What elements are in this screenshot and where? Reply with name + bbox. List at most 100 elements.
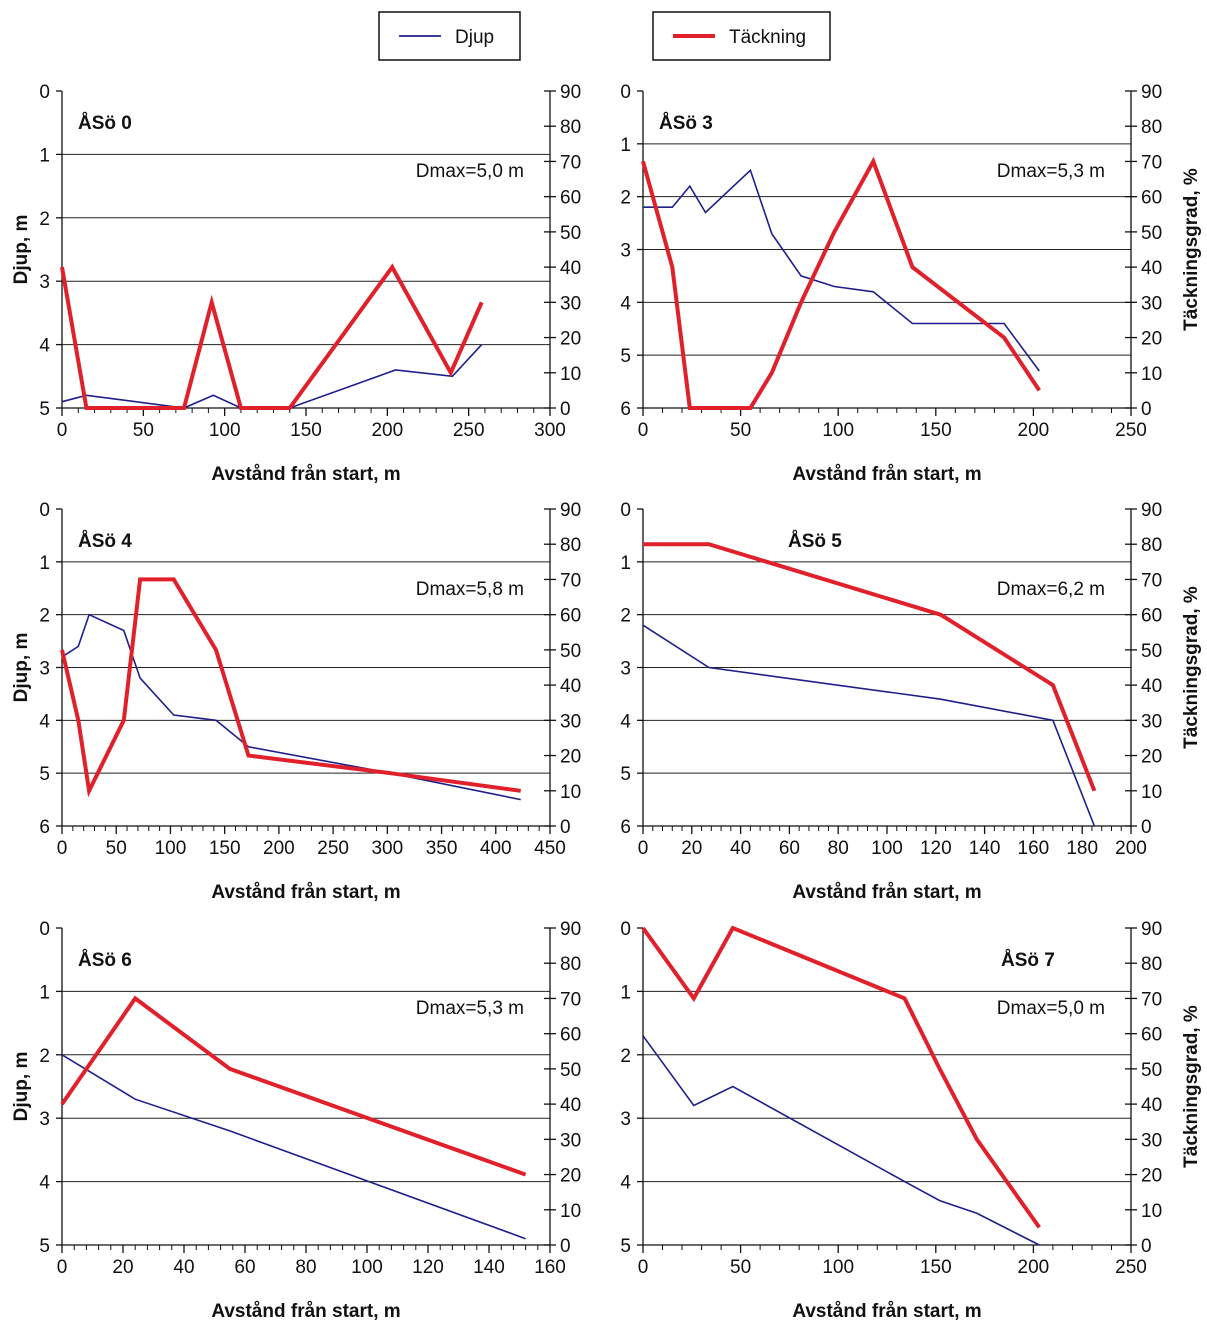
right-tick-label-0: 0 bbox=[1141, 399, 1152, 420]
series-djup bbox=[643, 170, 1039, 371]
legend-label-1: Täckning bbox=[729, 27, 806, 48]
right-tick-label-0: 0 bbox=[560, 1236, 571, 1257]
right-tick-label-5: 50 bbox=[1141, 641, 1162, 662]
left-tick-label-2: 2 bbox=[39, 606, 50, 627]
right-tick-label-6: 60 bbox=[1141, 606, 1162, 627]
x-tick-label-4: 200 bbox=[263, 838, 295, 859]
x-axis-title: Avstånd från start, m bbox=[211, 1301, 400, 1321]
series-tackning bbox=[62, 267, 482, 408]
right-tick-label-5: 50 bbox=[560, 641, 581, 662]
right-tick-label-5: 50 bbox=[1141, 1060, 1162, 1081]
series-line-tackning bbox=[62, 267, 482, 408]
left-tick-label-6: 6 bbox=[620, 399, 631, 420]
y-axis-title: Djup, m bbox=[11, 1052, 32, 1122]
x-tick-label-1: 50 bbox=[106, 838, 127, 859]
x-tick-label-1: 20 bbox=[681, 838, 702, 859]
right-tick-label-6: 60 bbox=[1141, 188, 1162, 209]
right-tick-label-8: 80 bbox=[560, 535, 581, 556]
left-tick-label-2: 2 bbox=[39, 209, 50, 230]
right-tick-label-1: 10 bbox=[560, 364, 581, 385]
x-tick-label-0: 0 bbox=[57, 1257, 68, 1278]
x-tick-label-3: 150 bbox=[920, 1257, 952, 1278]
left-tick-label-4: 4 bbox=[620, 293, 631, 314]
series-line-tackning bbox=[62, 998, 526, 1174]
x-tick-label-1: 50 bbox=[133, 420, 154, 441]
series-line-djup bbox=[62, 345, 482, 408]
x-tick-label-3: 150 bbox=[209, 838, 241, 859]
x-tick-label-4: 200 bbox=[1018, 1257, 1050, 1278]
right-tick-label-0: 0 bbox=[560, 399, 571, 420]
right-tick-label-2: 20 bbox=[560, 329, 581, 350]
right-tick-label-3: 30 bbox=[1141, 711, 1162, 732]
dmax-annotation: Dmax=5,8 m bbox=[416, 579, 524, 600]
y-axis-title: Djup, m bbox=[11, 633, 32, 703]
left-tick-label-4: 4 bbox=[620, 711, 631, 732]
x-tick-label-4: 200 bbox=[1018, 420, 1050, 441]
series-tackning bbox=[62, 998, 526, 1174]
right-tick-label-9: 90 bbox=[560, 500, 581, 521]
x-tick-label-5: 250 bbox=[453, 420, 485, 441]
x-tick-label-4: 80 bbox=[295, 1257, 316, 1278]
right-tick-label-2: 20 bbox=[560, 747, 581, 768]
right-tick-label-8: 80 bbox=[1141, 535, 1162, 556]
x-tick-label-0: 0 bbox=[638, 838, 649, 859]
x-tick-label-6: 120 bbox=[412, 1257, 444, 1278]
right-tick-label-3: 30 bbox=[1141, 293, 1162, 314]
x-tick-label-7: 140 bbox=[473, 1257, 505, 1278]
right-tick-label-9: 90 bbox=[560, 82, 581, 103]
x-tick-label-3: 150 bbox=[920, 420, 952, 441]
right-tick-label-0: 0 bbox=[1141, 1236, 1152, 1257]
series-djup bbox=[62, 345, 482, 408]
x-tick-label-9: 450 bbox=[534, 838, 566, 859]
x-axis-title: Avstånd från start, m bbox=[792, 882, 981, 903]
x-tick-label-2: 100 bbox=[209, 420, 241, 441]
right-tick-label-2: 20 bbox=[1141, 329, 1162, 350]
right-tick-label-1: 10 bbox=[560, 782, 581, 803]
left-tick-label-5: 5 bbox=[620, 764, 631, 785]
panel-title: ÅSö 4 bbox=[78, 531, 132, 552]
left-tick-label-5: 5 bbox=[39, 764, 50, 785]
left-tick-label-1: 1 bbox=[39, 982, 50, 1003]
right-tick-label-9: 90 bbox=[560, 919, 581, 940]
x-tick-label-1: 20 bbox=[112, 1257, 133, 1278]
series-line-djup bbox=[643, 170, 1039, 371]
right-tick-label-9: 90 bbox=[1141, 500, 1162, 521]
right-tick-label-6: 60 bbox=[560, 1025, 581, 1046]
dmax-annotation: Dmax=5,0 m bbox=[997, 998, 1105, 1019]
x-tick-label-3: 60 bbox=[234, 1257, 255, 1278]
x-tick-label-5: 250 bbox=[317, 838, 349, 859]
right-tick-label-5: 50 bbox=[560, 1060, 581, 1081]
left-tick-label-2: 2 bbox=[620, 606, 631, 627]
left-tick-label-4: 4 bbox=[39, 336, 50, 357]
right-tick-label-3: 30 bbox=[560, 293, 581, 314]
right-tick-label-6: 60 bbox=[560, 188, 581, 209]
right-tick-label-4: 40 bbox=[1141, 676, 1162, 697]
left-tick-label-3: 3 bbox=[39, 659, 50, 680]
left-tick-label-1: 1 bbox=[620, 982, 631, 1003]
series-line-djup bbox=[62, 1055, 526, 1239]
right-tick-label-1: 10 bbox=[560, 1201, 581, 1222]
x-tick-label-3: 150 bbox=[290, 420, 322, 441]
x-tick-label-1: 50 bbox=[730, 1257, 751, 1278]
y-axis-title: Djup, m bbox=[11, 215, 32, 285]
legend-label-0: Djup bbox=[455, 27, 494, 48]
x-tick-label-8: 400 bbox=[480, 838, 512, 859]
right-tick-label-2: 20 bbox=[560, 1166, 581, 1187]
right-tick-label-4: 40 bbox=[1141, 1095, 1162, 1116]
x-axis-title: Avstånd från start, m bbox=[792, 464, 981, 485]
right-tick-label-1: 10 bbox=[1141, 364, 1162, 385]
left-tick-label-1: 1 bbox=[39, 553, 50, 574]
x-tick-label-0: 0 bbox=[57, 838, 68, 859]
left-tick-label-5: 5 bbox=[39, 399, 50, 420]
x-tick-label-2: 100 bbox=[822, 420, 854, 441]
right-tick-label-2: 20 bbox=[1141, 1166, 1162, 1187]
y2-axis-title: Täckningsgrad, % bbox=[1181, 586, 1202, 749]
x-tick-label-4: 200 bbox=[371, 420, 403, 441]
right-tick-label-5: 50 bbox=[1141, 223, 1162, 244]
x-tick-label-4: 80 bbox=[828, 838, 849, 859]
